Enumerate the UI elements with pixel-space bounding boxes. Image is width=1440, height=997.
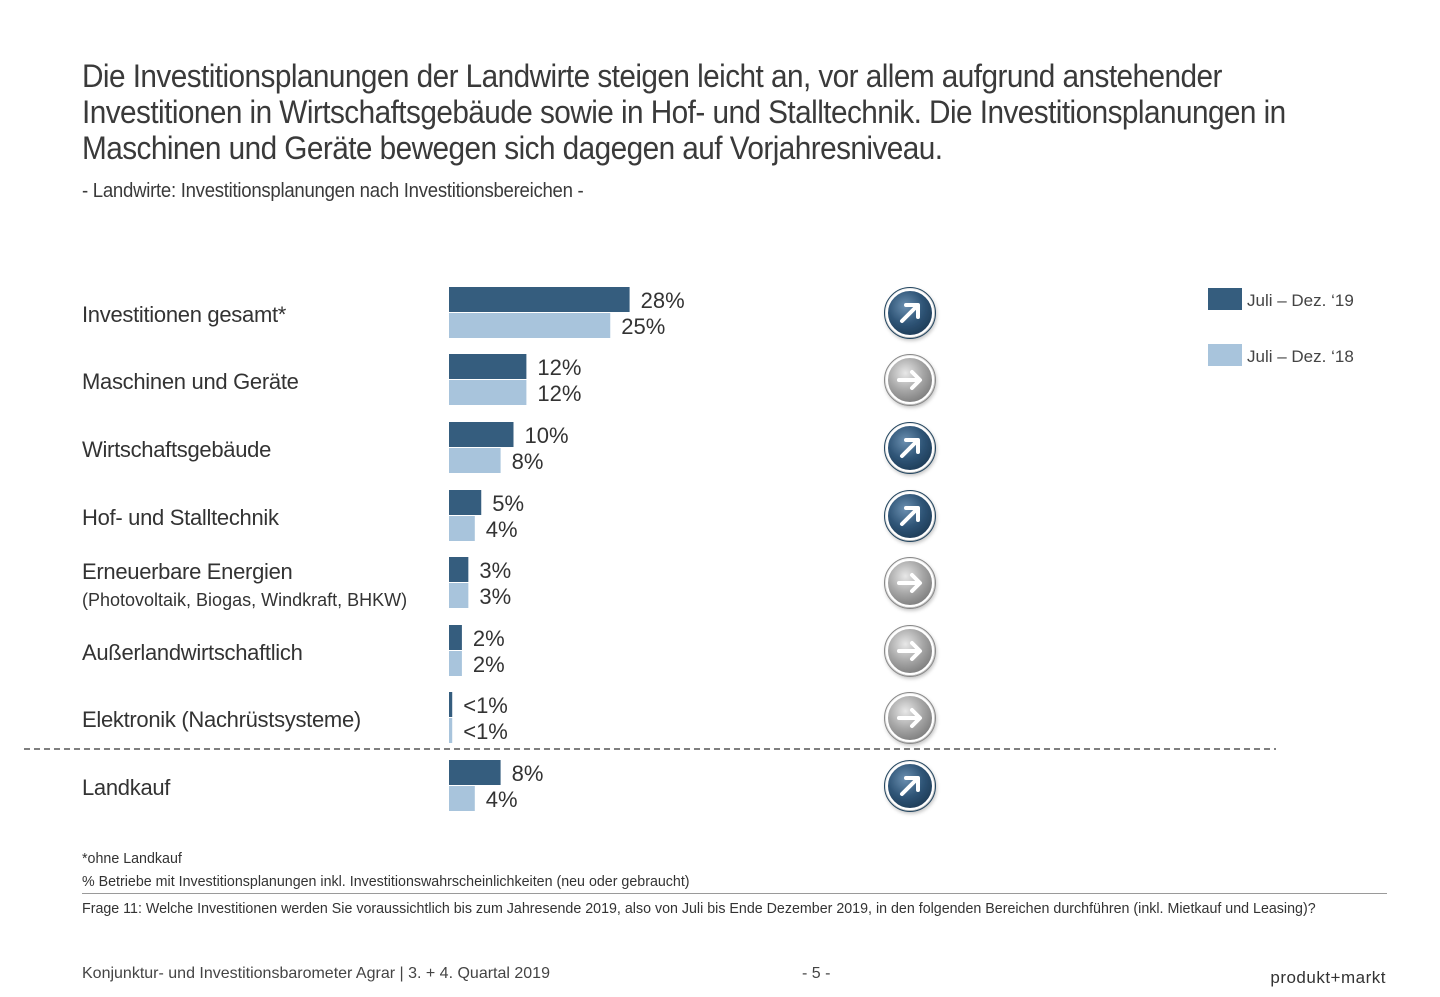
footer-source: Konjunktur- und Investitionsbarometer Ag… [82, 965, 550, 982]
category-label: Wirtschaftsgebäude [82, 437, 271, 462]
data-label: 12% [537, 381, 581, 406]
bar [449, 422, 514, 447]
data-label: 2% [473, 652, 505, 677]
bar [449, 718, 453, 743]
bar [449, 448, 501, 473]
headline-line-2: Investitionen in Wirtschaftsgebäude sowi… [82, 94, 1286, 130]
trend-up-arrow-icon [884, 490, 936, 542]
chart-row: Hof- und Stalltechnik 5%4% [82, 490, 936, 542]
data-label: 25% [621, 314, 665, 339]
data-label: 10% [525, 423, 569, 448]
chart-row: Erneuerbare Energien (Photovoltaik, Bioga… [82, 557, 936, 610]
chart-row: Landkauf 8%4% [82, 760, 936, 812]
bar [449, 692, 453, 717]
data-label: 3% [479, 584, 511, 609]
trend-flat-arrow-icon [884, 557, 936, 609]
data-label: 3% [479, 558, 511, 583]
chart-row: Elektronik (Nachrüstsysteme) <1%<1% [82, 692, 936, 744]
chart-subtitle: - Landwirte: Investitionsplanungen nach … [82, 180, 584, 202]
data-label: 2% [473, 626, 505, 651]
category-label: Maschinen und Geräte [82, 369, 299, 394]
chart-row: Investitionen gesamt* 28%25% [82, 287, 936, 339]
legend-label: Juli – Dez. ‘19 [1247, 291, 1354, 310]
data-label: 28% [641, 288, 685, 313]
legend-swatch [1208, 344, 1242, 366]
footnote-landkauf: *ohne Landkauf [82, 850, 182, 867]
bar [449, 380, 527, 405]
data-label: 4% [486, 517, 518, 542]
trend-up-arrow-icon [884, 760, 936, 812]
footnote-base: % Betriebe mit Investitionsplanungen ink… [82, 873, 690, 890]
data-label: <1% [463, 693, 508, 718]
headline-line-3: Maschinen und Geräte bewegen sich dagege… [82, 130, 943, 166]
bar [449, 490, 482, 515]
bar [449, 651, 462, 676]
bar [449, 760, 501, 785]
category-label: Hof- und Stalltechnik [82, 505, 280, 530]
footnote-question: Frage 11: Welche Investitionen werden Si… [82, 900, 1316, 917]
data-label: 4% [486, 787, 518, 812]
bar [449, 557, 469, 582]
bar [449, 786, 475, 811]
chart-row: Maschinen und Geräte 12%12% [82, 354, 936, 406]
bar [449, 516, 475, 541]
headline-line-1: Die Investitionsplanungen der Landwirte … [82, 58, 1222, 94]
category-label: Investitionen gesamt* [82, 302, 287, 327]
category-label: Landkauf [82, 775, 171, 800]
legend-label: Juli – Dez. ‘18 [1247, 347, 1354, 366]
footnote-rule [82, 893, 1387, 894]
headline: Die Investitionsplanungen der Landwirte … [82, 58, 1291, 166]
data-label: 5% [492, 491, 524, 516]
legend-swatch [1208, 288, 1242, 310]
category-label: Außerlandwirtschaftlich [82, 640, 303, 665]
trend-up-arrow-icon [884, 287, 936, 339]
bar-chart: Investitionen gesamt* 28%25% Maschinen und… [24, 287, 1354, 812]
category-label: Elektronik (Nachrüstsysteme) [82, 707, 361, 732]
bar [449, 313, 611, 338]
bar [449, 287, 630, 312]
category-label: Erneuerbare Energien [82, 559, 292, 584]
trend-flat-arrow-icon [884, 354, 936, 406]
page-number: - 5 - [802, 965, 831, 982]
data-label: 12% [537, 355, 581, 380]
bar [449, 583, 469, 608]
bar [449, 354, 527, 379]
chart-row: Außerlandwirtschaftlich 2%2% [82, 625, 936, 677]
bar [449, 625, 462, 650]
category-sublabel: (Photovoltaik, Biogas, Windkraft, BHKW) [82, 590, 407, 610]
chart-row: Wirtschaftsgebäude 10%8% [82, 422, 936, 474]
data-label: <1% [463, 719, 508, 744]
data-label: 8% [512, 449, 544, 474]
trend-flat-arrow-icon [884, 692, 936, 744]
data-label: 8% [512, 761, 544, 786]
trend-flat-arrow-icon [884, 625, 936, 677]
brand-logo: produkt+markt [1270, 968, 1386, 987]
trend-up-arrow-icon [884, 422, 936, 474]
